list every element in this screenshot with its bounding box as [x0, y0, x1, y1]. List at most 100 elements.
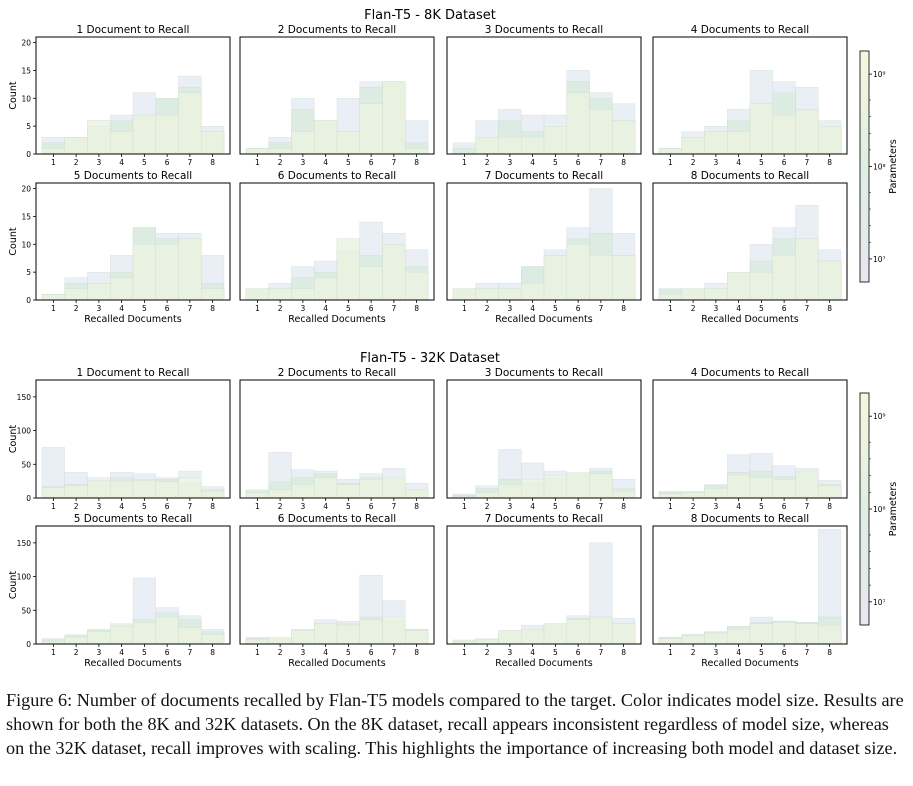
y-tick-label: 50: [21, 606, 31, 615]
x-tick-label: 6: [576, 648, 581, 657]
histogram-bar: [268, 637, 292, 645]
x-tick-label: 2: [74, 648, 79, 657]
y-tick-label: 5: [26, 122, 31, 131]
x-tick-label: 8: [414, 158, 419, 167]
histogram-bar: [475, 639, 499, 645]
x-tick-label: 8: [621, 648, 626, 657]
subplot-title: 1 Document to Recall: [77, 367, 190, 379]
histogram-bar: [612, 120, 636, 155]
x-tick-label: 8: [827, 648, 832, 657]
subplot-title: 6 Documents to Recall: [278, 513, 396, 525]
x-tick-label: 8: [621, 304, 626, 313]
histogram-bar: [155, 114, 179, 155]
axes-frame: [239, 36, 435, 155]
subplot-title: 2 Documents to Recall: [278, 367, 396, 379]
x-tick-label: 8: [414, 304, 419, 313]
subplot-6: 6 Documents to Recall 1 2 3 4 5 6 7 8 Recalled Do…: [239, 513, 435, 669]
y-tick-label: 0: [26, 296, 31, 305]
histogram-bar: [291, 131, 315, 155]
x-tick-label: 2: [485, 158, 490, 167]
histogram-bar: [64, 637, 88, 645]
histogram-bar: [132, 622, 156, 645]
x-tick-label: 7: [598, 158, 603, 167]
x-tick-label: 2: [691, 158, 696, 167]
x-tick-label: 3: [713, 648, 718, 657]
histogram-bar: [704, 633, 728, 645]
x-tick-label: 6: [576, 502, 581, 511]
x-tick-label: 7: [391, 648, 396, 657]
histogram-bar: [475, 492, 499, 499]
x-tick-label: 4: [323, 502, 328, 511]
subplot-title: 7 Documents to Recall: [485, 170, 603, 182]
x-tick-label: 1: [255, 158, 260, 167]
x-tick-label: 8: [210, 502, 215, 511]
colorbar-tick-label: 10⁹: [873, 70, 886, 79]
histogram-bar: [772, 622, 796, 645]
x-tick-label: 1: [668, 648, 673, 657]
x-tick-label: 1: [51, 502, 56, 511]
x-tick-label: 3: [96, 158, 101, 167]
axes-frame: [652, 36, 848, 155]
histogram-bar: [589, 255, 613, 301]
y-tick-label: 10: [21, 240, 31, 249]
y-tick-label: 15: [21, 212, 31, 221]
x-tick-label: 5: [759, 648, 764, 657]
y-tick-label: 20: [21, 185, 31, 194]
x-tick-label: 3: [300, 158, 305, 167]
x-tick-label: 5: [346, 502, 351, 511]
histogram-bar: [795, 470, 819, 499]
subplot-2: 2 Documents to Recall 1 2 3 4 5 6 7 8: [239, 24, 435, 167]
subplot-3: 3 Documents to Recall 1 2 3 4 5 6 7 8: [446, 24, 642, 167]
x-tick-label: 5: [553, 158, 558, 167]
y-tick-label: 15: [21, 66, 31, 75]
histogram-bar: [41, 148, 65, 155]
x-tick-label: 1: [462, 502, 467, 511]
x-tick-label: 7: [804, 158, 809, 167]
histogram-bar: [681, 288, 705, 301]
subplot-1: 1 Document to Recall 1 2 3 4 5 6 7 8 0 50 100 150 Cou…: [8, 367, 231, 511]
x-tick-label: 4: [323, 304, 328, 313]
x-axis-label: Recalled Documents: [84, 658, 181, 669]
histogram-bar: [566, 619, 590, 645]
y-tick-label: 150: [17, 393, 32, 402]
histogram-bar: [543, 623, 567, 645]
colorbar-label: Parameters: [888, 139, 899, 193]
histogram-bar: [452, 148, 476, 155]
x-tick-label: 8: [414, 648, 419, 657]
histogram-bar: [498, 484, 522, 499]
histogram-bar: [681, 137, 705, 155]
chart-title: Flan-T5 - 8K Dataset: [364, 8, 496, 23]
x-tick-label: 3: [96, 502, 101, 511]
histogram-bar: [498, 630, 522, 645]
colorbar-label: Parameters: [888, 482, 899, 536]
y-tick-label: 0: [26, 640, 31, 649]
x-tick-label: 8: [414, 502, 419, 511]
x-tick-label: 5: [553, 648, 558, 657]
x-tick-label: 2: [278, 648, 283, 657]
histogram-bar: [566, 244, 590, 301]
histogram-bar: [64, 288, 88, 301]
histogram-bar: [727, 629, 751, 645]
histogram-bar: [589, 616, 613, 645]
x-axis-label: Recalled Documents: [495, 658, 592, 669]
x-axis-label: Recalled Documents: [288, 314, 385, 325]
histogram-bar: [359, 103, 383, 155]
colorbar-tick-label: 10⁹: [873, 412, 886, 421]
x-tick-label: 3: [713, 502, 718, 511]
x-tick-label: 2: [691, 304, 696, 313]
x-tick-label: 7: [187, 158, 192, 167]
histogram-bar: [452, 288, 476, 301]
x-tick-label: 5: [142, 648, 147, 657]
y-tick-label: 10: [21, 94, 31, 103]
x-tick-label: 1: [462, 304, 467, 313]
subplot-4: 4 Documents to Recall 1 2 3 4 5 6 7 8: [652, 367, 848, 511]
histogram-bar: [818, 485, 842, 499]
subplot-title: 3 Documents to Recall: [485, 367, 603, 379]
x-tick-label: 4: [736, 648, 741, 657]
axes-frame: [35, 182, 231, 301]
x-tick-label: 7: [598, 648, 603, 657]
x-tick-label: 4: [119, 158, 124, 167]
histogram-bar: [749, 477, 773, 499]
y-tick-label: 100: [17, 573, 32, 582]
histogram-bar: [110, 480, 134, 499]
